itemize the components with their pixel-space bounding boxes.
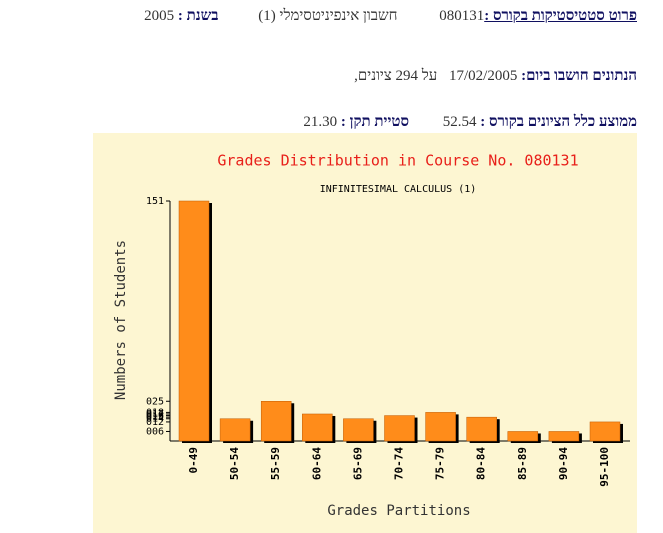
- date: 17/02/2005: [448, 68, 518, 84]
- computed-label: הנתונים חושבו ביום:: [521, 68, 637, 84]
- bar: [302, 413, 333, 442]
- y-tick-label: 151: [146, 196, 164, 207]
- bar: [260, 401, 292, 442]
- course-name: חשבון אינפיניטסימלי (1): [258, 8, 398, 24]
- year: 2005: [144, 8, 175, 24]
- x-tick-label: 70-74: [393, 447, 406, 480]
- x-tick-label: 60-64: [310, 447, 323, 480]
- y-tick-label: 006: [146, 426, 164, 437]
- bar: [507, 431, 539, 442]
- x-tick-label: 65-69: [351, 447, 364, 480]
- header-row: פרוט סטטיסטיקות בקורס :080131 חשבון אינפ…: [144, 8, 637, 25]
- chart-subtitle: INFINITESIMAL CALCULUS (1): [320, 184, 477, 195]
- y-tick-label: 012: [146, 417, 164, 428]
- bar: [548, 431, 580, 442]
- x-tick-label: 80-84: [475, 447, 488, 480]
- y-tick-label: 015: [146, 412, 164, 423]
- average: 52.54: [442, 114, 477, 130]
- std-label: סטיית תקן :: [340, 114, 409, 130]
- bar: [425, 412, 456, 442]
- count: על 294 ציונים,: [354, 68, 438, 84]
- bar: [178, 200, 210, 442]
- year-label: בשנת :: [177, 8, 219, 24]
- y-tick-label: 017: [146, 409, 164, 420]
- x-tick-label: 50-54: [228, 447, 241, 480]
- x-axis-label: Grades Partitions: [327, 503, 470, 519]
- y-axis-label: Numbers of Students: [113, 240, 129, 400]
- std: 21.30: [303, 114, 338, 130]
- chart-title: Grades Distribution in Course No. 080131: [217, 152, 578, 170]
- x-tick-label: 55-59: [269, 447, 282, 480]
- bar: [466, 416, 497, 442]
- x-tick-label: 85-89: [516, 447, 529, 480]
- course-number: 080131: [439, 8, 485, 24]
- stats-row: ממוצע כלל הציונים בקורס : 52.54 סטיית תק…: [303, 114, 637, 131]
- y-tick-label: 014: [146, 414, 164, 425]
- bar: [343, 418, 374, 442]
- x-tick-label: 90-94: [557, 447, 570, 480]
- x-tick-label: 0-49: [187, 447, 200, 474]
- bar: [384, 415, 415, 442]
- course-label: פרוט סטטיסטיקות בקורס :: [484, 8, 637, 24]
- info-row: הנתונים חושבו ביום: 17/02/2005 על 294 צי…: [354, 68, 637, 85]
- y-tick-label: 016: [146, 411, 164, 422]
- bar: [589, 421, 621, 442]
- bar: [219, 418, 251, 442]
- y-tick-label: 018: [146, 407, 164, 418]
- x-tick-label: 95-100: [598, 447, 611, 487]
- average-label: ממוצע כלל הציונים בקורס :: [480, 114, 637, 130]
- chart: Grades Distribution in Course No. 080131…: [93, 133, 637, 533]
- x-tick-label: 75-79: [434, 447, 447, 480]
- y-tick-label: 025: [146, 396, 164, 407]
